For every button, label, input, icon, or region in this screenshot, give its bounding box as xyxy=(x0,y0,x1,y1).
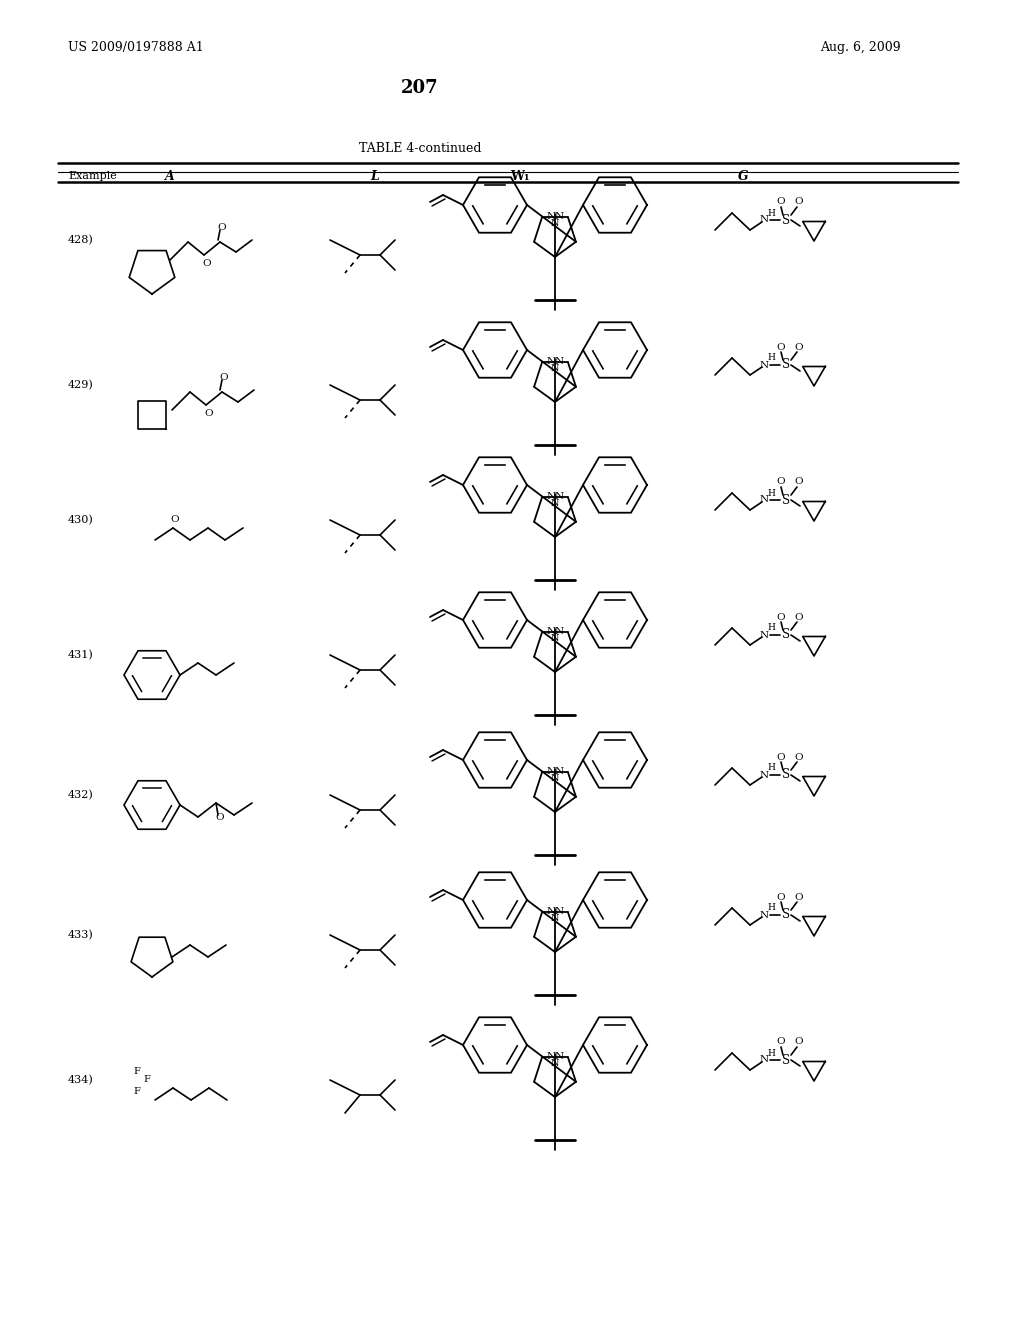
Text: O: O xyxy=(216,813,224,821)
Text: H: H xyxy=(767,209,775,218)
Text: S: S xyxy=(782,768,791,781)
Text: N: N xyxy=(555,356,564,366)
Text: N: N xyxy=(551,774,559,783)
Text: H: H xyxy=(767,903,775,912)
Text: A: A xyxy=(165,169,175,182)
Text: N: N xyxy=(551,634,559,643)
Text: N: N xyxy=(555,492,564,500)
Text: S: S xyxy=(782,359,791,371)
Text: O: O xyxy=(795,892,803,902)
Text: N: N xyxy=(546,356,555,366)
Text: S: S xyxy=(782,1053,791,1067)
Text: S: S xyxy=(782,908,791,921)
Text: N: N xyxy=(555,767,564,776)
Text: H: H xyxy=(767,488,775,498)
Text: Example: Example xyxy=(68,172,117,181)
Text: N: N xyxy=(551,364,559,372)
Text: 432): 432) xyxy=(68,789,94,800)
Text: F: F xyxy=(133,1088,140,1097)
Text: O: O xyxy=(776,478,785,487)
Text: O: O xyxy=(795,198,803,206)
Text: O: O xyxy=(795,612,803,622)
Text: Aug. 6, 2009: Aug. 6, 2009 xyxy=(820,41,901,54)
Text: TABLE 4-continued: TABLE 4-continued xyxy=(358,141,481,154)
Text: O: O xyxy=(218,223,226,231)
Text: H: H xyxy=(767,1048,775,1057)
Text: F: F xyxy=(143,1076,151,1085)
Text: 434): 434) xyxy=(68,1074,94,1085)
Text: O: O xyxy=(795,342,803,351)
Text: S: S xyxy=(782,494,791,507)
Text: N: N xyxy=(760,360,769,370)
Text: O: O xyxy=(205,408,213,417)
Text: O: O xyxy=(776,1038,785,1047)
Text: O: O xyxy=(203,259,211,268)
Text: N: N xyxy=(546,627,555,636)
Text: N: N xyxy=(760,911,769,920)
Text: N: N xyxy=(760,631,769,639)
Text: O: O xyxy=(795,752,803,762)
Text: F: F xyxy=(133,1068,140,1077)
Text: H: H xyxy=(767,354,775,363)
Text: N: N xyxy=(555,211,564,220)
Text: O: O xyxy=(776,892,785,902)
Text: N: N xyxy=(555,1052,564,1061)
Text: O: O xyxy=(776,198,785,206)
Text: H: H xyxy=(767,763,775,772)
Text: N: N xyxy=(555,627,564,636)
Text: O: O xyxy=(795,1038,803,1047)
Text: N: N xyxy=(546,492,555,500)
Text: O: O xyxy=(171,516,179,524)
Text: S: S xyxy=(782,214,791,227)
Text: N: N xyxy=(551,499,559,508)
Text: O: O xyxy=(776,612,785,622)
Text: N: N xyxy=(760,495,769,504)
Text: N: N xyxy=(546,767,555,776)
Text: N: N xyxy=(546,907,555,916)
Text: O: O xyxy=(776,342,785,351)
Text: 207: 207 xyxy=(401,79,439,96)
Text: 431): 431) xyxy=(68,649,94,660)
Text: 429): 429) xyxy=(68,380,94,391)
Text: S: S xyxy=(782,628,791,642)
Text: 428): 428) xyxy=(68,235,94,246)
Text: L: L xyxy=(370,169,379,182)
Text: W₁: W₁ xyxy=(510,169,529,182)
Text: N: N xyxy=(555,907,564,916)
Text: H: H xyxy=(767,623,775,632)
Text: N: N xyxy=(551,1059,559,1068)
Text: N: N xyxy=(760,215,769,224)
Text: G: G xyxy=(738,169,749,182)
Text: N: N xyxy=(546,1052,555,1061)
Text: US 2009/0197888 A1: US 2009/0197888 A1 xyxy=(68,41,204,54)
Text: 430): 430) xyxy=(68,515,94,525)
Text: N: N xyxy=(551,913,559,923)
Text: 433): 433) xyxy=(68,929,94,940)
Text: N: N xyxy=(760,1056,769,1064)
Text: O: O xyxy=(795,478,803,487)
Text: N: N xyxy=(760,771,769,780)
Text: N: N xyxy=(551,219,559,228)
Text: N: N xyxy=(546,211,555,220)
Text: O: O xyxy=(220,372,228,381)
Text: O: O xyxy=(776,752,785,762)
